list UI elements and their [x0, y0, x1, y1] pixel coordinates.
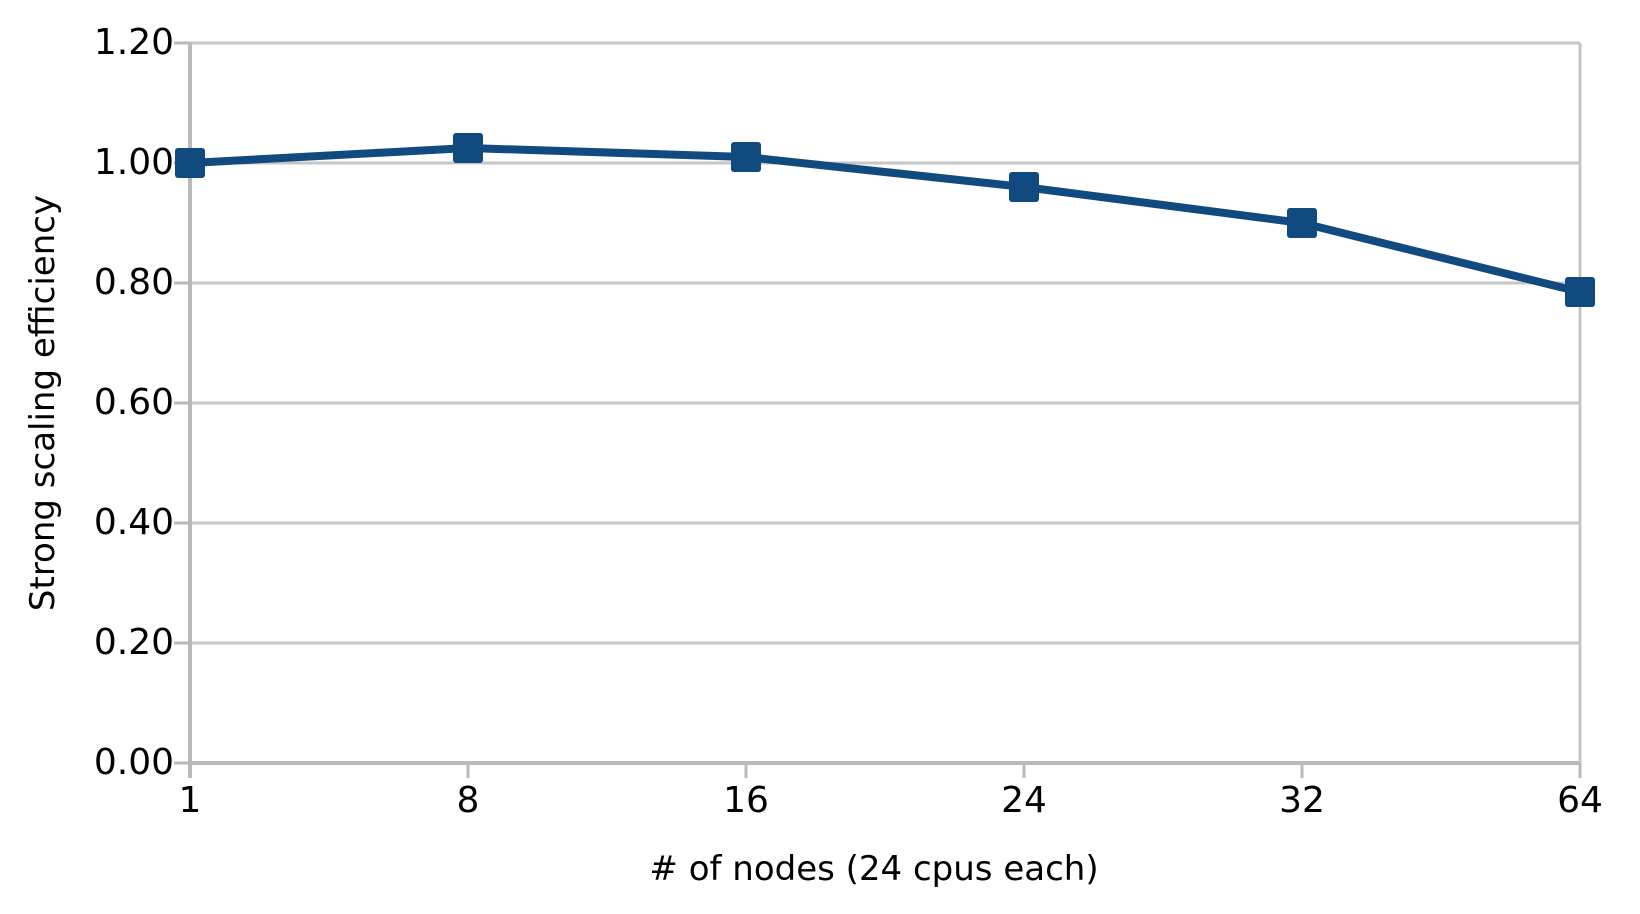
y-axis-title: Strong scaling efficiency	[23, 194, 63, 612]
x-tick-label: 24	[1001, 780, 1047, 821]
data-point-marker	[1287, 208, 1317, 238]
data-point-marker	[1009, 172, 1039, 202]
y-tick-label: 0.00	[93, 742, 174, 783]
x-tick-label: 8	[456, 780, 480, 821]
x-axis-title: # of nodes (24 cpus each)	[649, 849, 1099, 889]
data-point-marker	[453, 133, 483, 163]
y-tick-label: 0.80	[93, 262, 174, 303]
data-point-marker	[1565, 277, 1595, 307]
y-tick-label: 0.60	[93, 382, 174, 423]
data-point-marker	[731, 142, 761, 172]
y-tick-label: 0.40	[93, 502, 174, 543]
x-tick-label: 1	[178, 780, 202, 821]
series-line	[186, 144, 1584, 296]
y-tick-label: 1.00	[93, 142, 174, 183]
x-tick-label: 32	[1279, 780, 1325, 821]
x-tick-label: 16	[723, 780, 769, 821]
data-point-marker	[175, 148, 205, 178]
y-tick-label: 1.20	[93, 22, 174, 63]
y-tick-label: 0.20	[93, 622, 174, 663]
x-tick-label: 64	[1557, 780, 1603, 821]
